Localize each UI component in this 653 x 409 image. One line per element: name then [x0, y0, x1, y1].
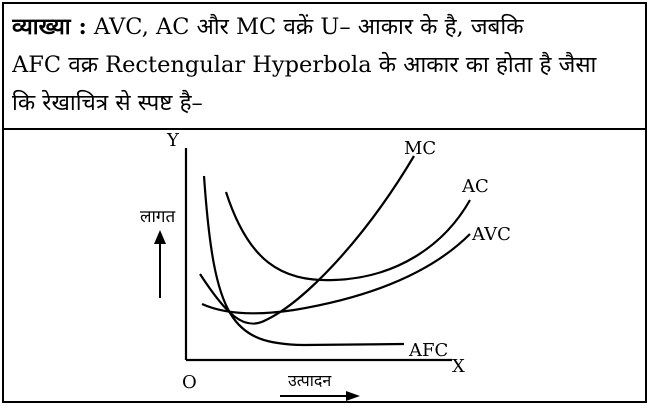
output-label: उत्पादन: [288, 371, 332, 390]
ac-label: AC: [461, 176, 489, 197]
origin-label: O: [182, 372, 197, 393]
afc-curve: [202, 175, 405, 347]
explanation-line-2: AFC वक्र Rectengular Hyperbola के आकार क…: [12, 52, 597, 78]
x-axis-label: X: [452, 356, 465, 377]
output-arrow-head: [346, 391, 360, 401]
explanation-line-1: व्याख्या : AVC, AC और MC वक्रें U– आकार …: [12, 8, 637, 46]
y-axis-label: Y: [166, 130, 180, 151]
explanation-line-3: कि रेखाचित्र से स्पष्ट है–: [12, 90, 203, 116]
avc-label: AVC: [471, 224, 511, 245]
afc-label: AFC: [408, 340, 448, 361]
mc-label: MC: [404, 138, 436, 159]
explanation-box: व्याख्या : AVC, AC और MC वक्रें U– आकार …: [4, 4, 645, 130]
content-frame: व्याख्या : AVC, AC और MC वक्रें U– आकार …: [2, 2, 647, 403]
cost-arrow-head: [154, 230, 166, 244]
explanation-lead: व्याख्या :: [12, 14, 87, 40]
cost-curves-diagram: Y X O लागत उत्पादन AFC MC AC AVC: [140, 130, 511, 401]
avc-curve: [201, 233, 471, 315]
bottom-strip: [0, 403, 653, 409]
ac-curve: [224, 191, 471, 282]
explanation-line-1-text: AVC, AC और MC वक्रें U– आकार के है, जबकि: [93, 14, 524, 40]
cost-label: लागत: [140, 207, 175, 227]
mc-curve: [199, 155, 415, 325]
